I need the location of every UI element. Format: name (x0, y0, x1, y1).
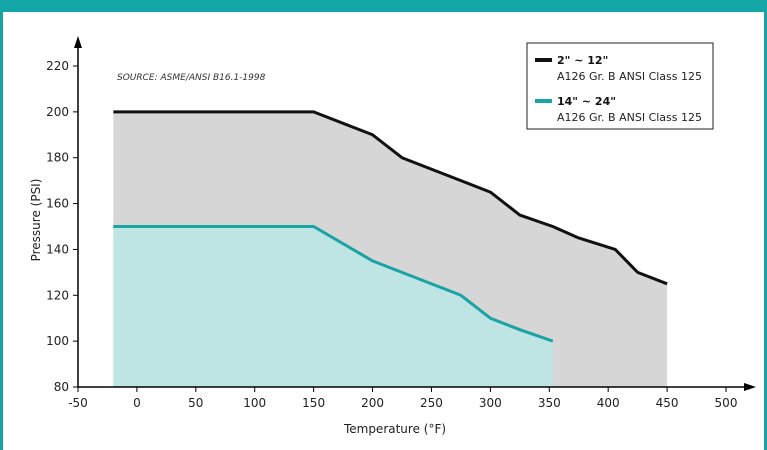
y-axis-title: Pressure (PSI) (29, 179, 43, 262)
x-tick-label: 150 (302, 396, 325, 410)
x-tick-label: 450 (656, 396, 679, 410)
legend-desc-series-2: A126 Gr. B ANSI Class 125 (557, 111, 702, 124)
y-ticks: 80 100 120 140 160 180 200 220 (46, 59, 78, 394)
series-area-2 (113, 226, 553, 387)
legend-label-series-2: 14" ~ 24" (557, 95, 616, 108)
x-tick-label: 400 (597, 396, 620, 410)
y-tick-label: 180 (46, 151, 69, 165)
x-tick-label: 300 (479, 396, 502, 410)
y-tick-label: 220 (46, 59, 69, 73)
y-tick-label: 140 (46, 242, 69, 256)
source-annotation: SOURCE: ASME/ANSI B16.1-1998 (117, 73, 266, 83)
x-tick-label: 250 (420, 396, 443, 410)
legend-box (526, 42, 714, 130)
axes: -50 0 50 100 150 200 250 300 350 400 450 500 80 100 1… (46, 36, 756, 410)
y-tick-label: 80 (54, 380, 69, 394)
series-line-1 (113, 110, 668, 286)
legend-label-series-1: 2" ~ 12" (557, 54, 608, 67)
x-axis-title: Temperature (°F) (343, 422, 446, 436)
header-band (0, 0, 767, 12)
x-tick-label: -50 (68, 396, 88, 410)
line-layer (113, 110, 668, 343)
y-tick-label: 160 (46, 197, 69, 211)
x-tick-label: 0 (133, 396, 141, 410)
x-tick-label: 350 (538, 396, 561, 410)
x-tick-label: 100 (243, 396, 266, 410)
legend: 2" ~ 12" A126 Gr. B ANSI Class 125 14" ~… (526, 42, 714, 130)
x-tick-label: 500 (715, 396, 738, 410)
y-tick-label: 200 (46, 105, 69, 119)
y-axis-arrow (74, 36, 82, 48)
y-tick-label: 120 (46, 288, 69, 302)
legend-desc-series-1: A126 Gr. B ANSI Class 125 (557, 70, 702, 83)
x-axis-arrow (744, 383, 756, 391)
x-tick-label: 200 (361, 396, 384, 410)
x-tick-label: 50 (188, 396, 203, 410)
series-line-2 (113, 225, 554, 343)
y-tick-label: 100 (46, 334, 69, 348)
x-ticks: -50 0 50 100 150 200 250 300 350 400 450 500 (68, 387, 737, 410)
area-layer (113, 111, 668, 387)
